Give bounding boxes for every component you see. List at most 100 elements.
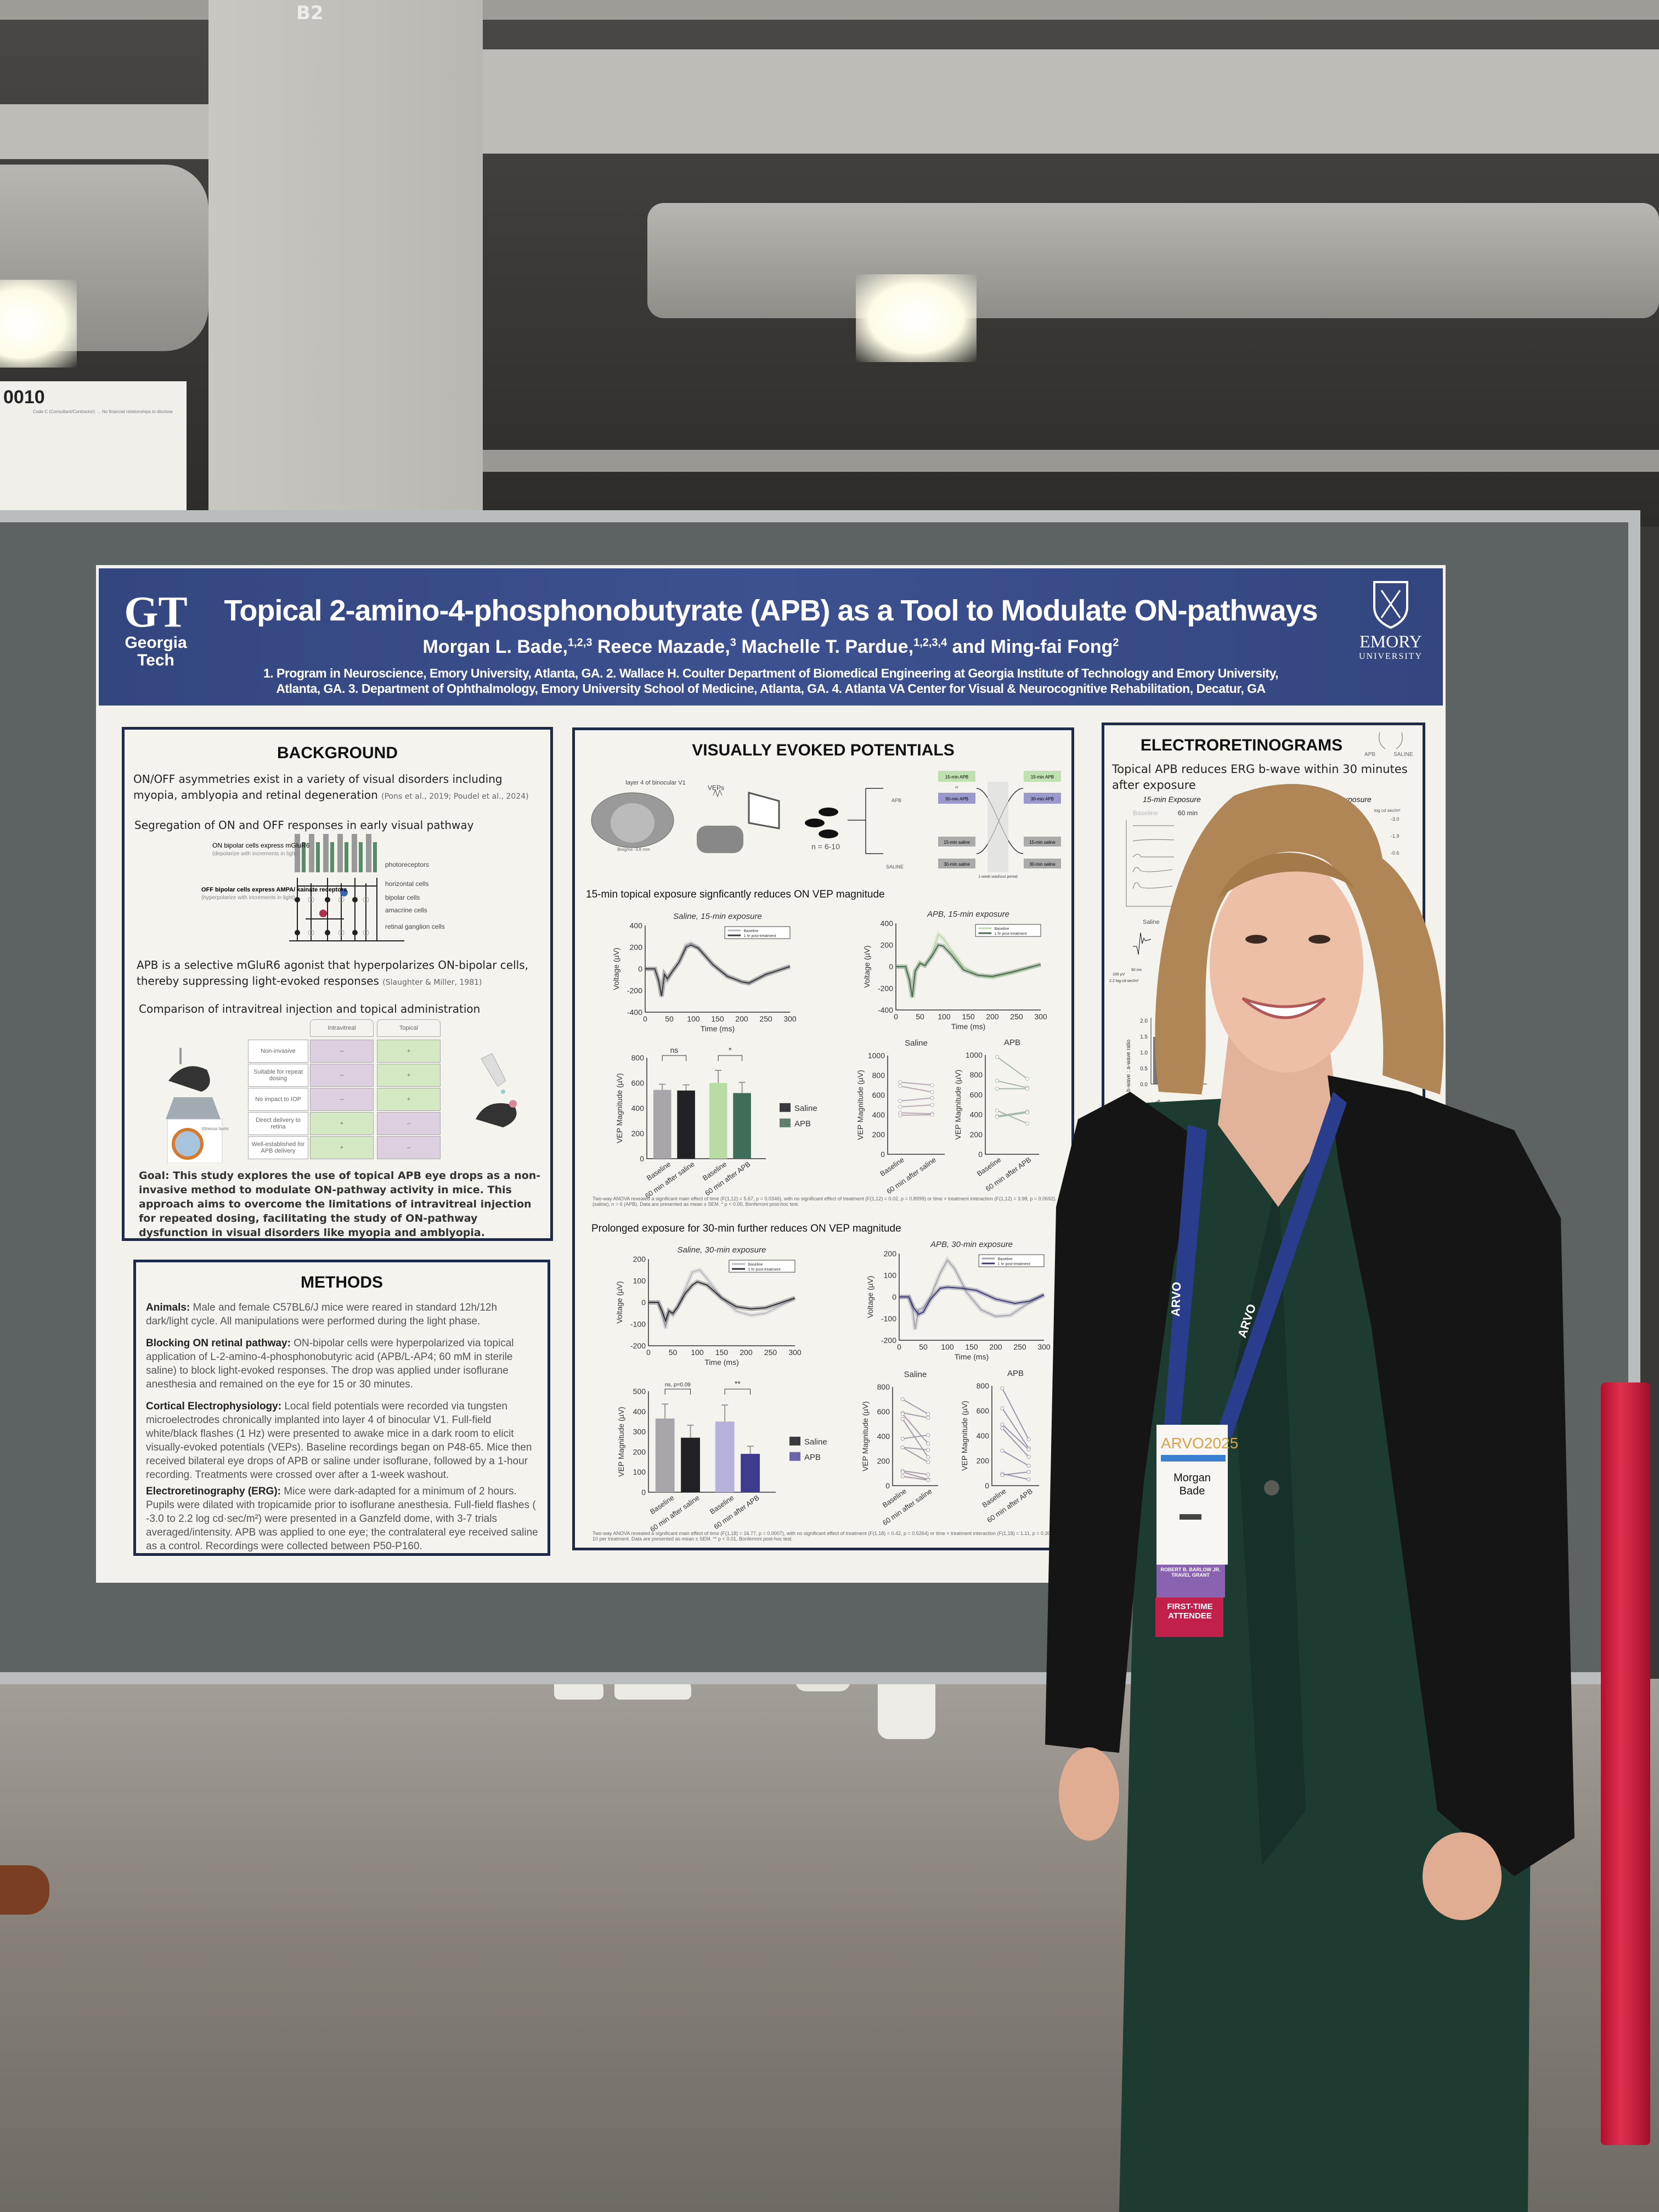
table-row-label: Non-invasive: [248, 1040, 308, 1063]
paired-point: [995, 1108, 1000, 1113]
emory-logo-sub: UNIVERSITY: [1359, 652, 1423, 661]
condition-label: 15-min APB: [1031, 775, 1054, 780]
diagram-label: OFF bipolar cells express AMPA/ kainate …: [201, 887, 347, 893]
bar: [733, 1093, 751, 1159]
washout-label: 1 week washout period: [978, 875, 1018, 879]
y-tick-label: 200: [631, 1129, 645, 1138]
paired-point: [900, 1417, 905, 1421]
paired-line: [902, 1471, 929, 1480]
erg-trace: [1133, 932, 1152, 955]
author: and Ming-fai Fong: [952, 636, 1113, 657]
condition-label: 15-min APB: [945, 775, 968, 780]
affiliations-line: 1. Program in Neuroscience, Emory Univer…: [263, 666, 1279, 680]
y-axis-label: VEP Magnitude (µV): [953, 1070, 962, 1140]
vep-subtitle: 15-min topical exposure signficantly red…: [586, 889, 885, 900]
legend-label: Baseline: [748, 1263, 763, 1267]
flow-arrows: [848, 788, 1024, 854]
table-cell-intravitreal: +: [310, 1136, 374, 1159]
y-tick-label: -200: [630, 1341, 646, 1350]
badge-event-logo: ARVO2025: [1161, 1435, 1238, 1452]
erg-intensity-unit: log cd sec/m²: [1374, 808, 1401, 813]
legend-box: [724, 926, 791, 939]
table-cell-topical: +: [377, 1064, 441, 1087]
y-tick-label: 0: [881, 1150, 885, 1159]
condition-label: 15-min saline: [1029, 840, 1056, 845]
erg-mouse-label: SALINE: [1393, 752, 1413, 758]
y-tick-label: 400: [633, 1407, 646, 1416]
or-label: or: [955, 786, 959, 789]
paired-point: [898, 1080, 902, 1085]
series-line: [899, 1286, 1045, 1315]
erg-mouse-label: APB: [1364, 752, 1375, 758]
significance-bracket: [724, 1389, 751, 1395]
emory-shield-icon: [1373, 581, 1408, 629]
x-tick-label: 200: [986, 1012, 999, 1021]
citation: (Pons et al., 2019; Poudel et al., 2024): [381, 792, 529, 801]
paired-line: [902, 1476, 928, 1481]
y-tick-label: 400: [881, 919, 894, 928]
badge-last-name: Bade: [1180, 1485, 1205, 1497]
series-line: [899, 1259, 1045, 1330]
poster-tube: [1601, 1383, 1650, 2145]
right-hand: [1423, 1832, 1502, 1920]
jacket-button: [1264, 1480, 1279, 1496]
methods-label: Cortical Electrophysiology:: [146, 1401, 282, 1412]
paired-line: [900, 1104, 933, 1108]
poster-title: Topical 2-amino-4-phosphonobutyrate (APB…: [224, 594, 1318, 627]
y-tick-label: 0: [641, 1298, 646, 1307]
y-tick-label: 200: [633, 1255, 646, 1263]
legend-label: Saline: [794, 1104, 817, 1113]
paired-line: [997, 1080, 1028, 1088]
erg-column-label: 60 min: [1178, 809, 1198, 817]
y-tick-label: 100: [633, 1277, 646, 1285]
erg-intensity: -0.6: [1391, 850, 1400, 856]
condition-box: [938, 771, 975, 782]
poster-header: GT Georgia Tech Topical 2-amino-4-phosph…: [99, 568, 1443, 706]
y-tick-label: 400: [877, 1432, 890, 1441]
paired-point: [1025, 1076, 1029, 1081]
y-tick-label: 600: [631, 1079, 645, 1087]
y-tick-label: 300: [633, 1427, 646, 1436]
legend-box: [975, 924, 1041, 937]
jacket-right: [1328, 1075, 1575, 1876]
legend-swatch: [780, 1103, 791, 1112]
x-tick-label: 100: [687, 1014, 700, 1023]
condition-box: [938, 837, 975, 847]
x-tick-label: 200: [989, 1342, 1002, 1351]
x-tick-label: 50: [916, 1012, 924, 1021]
legend-swatch: [789, 1436, 800, 1446]
chart-title: Saline: [904, 1370, 927, 1379]
y-tick-label: 200: [630, 943, 643, 952]
georgia-tech-logo: GT Georgia Tech: [117, 590, 194, 669]
chart-title: APB, 15-min exposure: [927, 910, 1009, 919]
author-affiliation: 1,2,3: [567, 636, 592, 649]
table-cell-intravitreal: –: [310, 1040, 374, 1063]
author-affiliation: 1,2,3,4: [913, 636, 947, 649]
y-tick-label: 200: [877, 1457, 890, 1465]
y-tick-label: 800: [872, 1071, 885, 1080]
table-cell-topical: +: [377, 1088, 441, 1111]
paired-line: [1002, 1471, 1029, 1476]
paired-point: [1000, 1406, 1005, 1410]
paired-point: [926, 1472, 930, 1477]
y-tick-label: -100: [630, 1320, 646, 1329]
paired-point: [930, 1090, 934, 1094]
condition-box: [1024, 771, 1061, 782]
left-hand: [1059, 1747, 1119, 1841]
paired-line: [997, 1111, 1028, 1117]
paired-point: [926, 1448, 930, 1452]
shoe: [0, 1865, 49, 1915]
erg-ratio-ylabel: b-wave : a-wave ratio: [1126, 1040, 1132, 1092]
chart-title: APB: [1007, 1369, 1024, 1378]
condition-label: 30-min APB: [945, 797, 968, 802]
badge-first-name: Morgan: [1173, 1472, 1211, 1484]
topical-eye-drop-illustration: [476, 1053, 517, 1127]
legend-label: Baseline: [744, 929, 759, 933]
table-cell-topical: –: [377, 1136, 441, 1159]
y-tick-label: 0: [640, 1154, 644, 1163]
table-cell-topical: +: [377, 1040, 441, 1063]
amacrine-cell-icon: [319, 910, 327, 917]
monitor-icon: [748, 792, 780, 830]
paired-point: [1025, 1110, 1029, 1115]
paired-point: [1025, 1121, 1029, 1126]
